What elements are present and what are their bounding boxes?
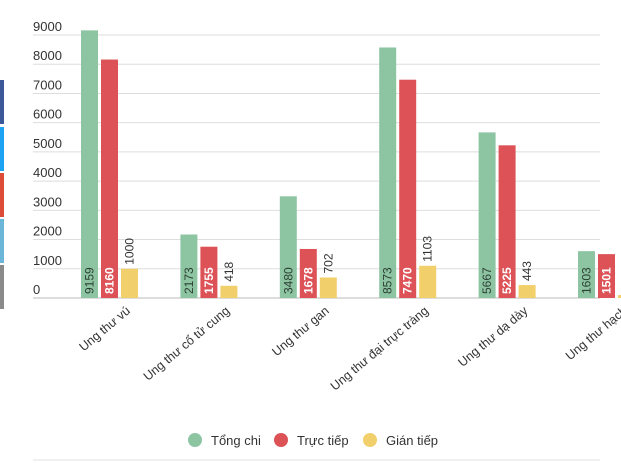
bar-tong-chi	[578, 251, 595, 298]
share-button-0[interactable]	[0, 80, 4, 124]
share-button-3[interactable]	[0, 219, 4, 263]
y-tick-label: 3000	[33, 194, 62, 209]
y-tick-label: 7000	[33, 77, 62, 92]
bar-tong-chi	[81, 30, 98, 298]
data-label: 1103	[421, 236, 435, 262]
bars: 9159 8160 1000 2173 1755 418 3480 1678 702 8573 74…	[81, 30, 621, 299]
share-button-1[interactable]	[0, 127, 4, 171]
category-label: Ung thư cổ tử cung	[141, 304, 233, 384]
data-label: 5225	[500, 267, 514, 294]
legend-label: Trực tiếp	[297, 433, 349, 448]
y-tick-label: 0	[33, 282, 40, 297]
data-label: 101	[620, 271, 621, 291]
bar-tong-chi	[279, 196, 297, 298]
legend-swatch	[363, 433, 377, 447]
y-tick-label: 2000	[33, 224, 62, 239]
category-label: Ung thư đại trực tràng	[328, 304, 431, 394]
bar-truc-tiep	[399, 79, 417, 299]
data-label: 418	[222, 261, 236, 281]
y-tick-label: 1000	[33, 253, 62, 268]
category-label: Ung thư vú	[77, 304, 133, 355]
data-label: 7470	[401, 267, 415, 294]
bar-gian-tiep	[220, 285, 238, 298]
legend-label: Gián tiếp	[386, 433, 438, 448]
bar-tong-chi	[379, 47, 397, 298]
bar-tong-chi	[180, 234, 198, 298]
category-label: Ung thư dạ dày	[455, 303, 531, 370]
data-label: 1678	[301, 267, 315, 294]
y-tick-label: 4000	[33, 165, 62, 180]
x-axis-labels: Ung thư vú Ung thư cổ tử cung Ung thư ganU…	[77, 303, 621, 393]
bar-truc-tiep	[101, 59, 118, 299]
data-label: 2173	[182, 267, 196, 294]
bar-truc-tiep	[200, 246, 218, 298]
legend-swatch	[188, 433, 202, 447]
bar-gian-tiep	[618, 295, 621, 298]
data-label: 1000	[123, 238, 137, 265]
legend: Tổng chi Trực tiếp Gián tiếp	[188, 433, 438, 448]
bar-truc-tiep	[598, 254, 615, 298]
y-tick-label: 8000	[33, 48, 62, 63]
data-label: 1603	[580, 267, 594, 294]
y-tick-label: 6000	[33, 107, 62, 122]
data-label: 443	[520, 261, 534, 281]
bar-truc-tiep	[299, 248, 317, 298]
share-button-2[interactable]	[0, 173, 4, 217]
bar-gian-tiep	[319, 277, 337, 298]
data-label: 1755	[202, 267, 216, 294]
data-label: 1501	[600, 267, 614, 294]
bar-truc-tiep	[498, 145, 516, 298]
data-label: 5667	[480, 267, 494, 294]
y-axis-ticks: 0 1000 2000 3000 4000 5000 6000 7000 8000 9000	[33, 19, 62, 297]
legend-swatch	[274, 433, 288, 447]
y-tick-label: 5000	[33, 136, 62, 151]
data-label: 8160	[103, 267, 117, 294]
bar-tong-chi	[478, 132, 496, 298]
bar-gian-tiep	[419, 265, 437, 298]
share-button-4[interactable]	[0, 265, 4, 309]
data-label: 9159	[83, 267, 97, 294]
y-tick-label: 9000	[33, 19, 62, 34]
legend-label: Tổng chi	[211, 433, 261, 448]
data-label: 702	[321, 253, 335, 273]
category-label: Ung thư gan	[269, 304, 331, 359]
bar-gian-tiep	[121, 268, 138, 298]
category-label: Ung thư hạch	[563, 304, 621, 363]
bar-gian-tiep	[518, 285, 536, 298]
data-label: 8573	[381, 267, 395, 294]
data-label: 3480	[281, 267, 295, 294]
